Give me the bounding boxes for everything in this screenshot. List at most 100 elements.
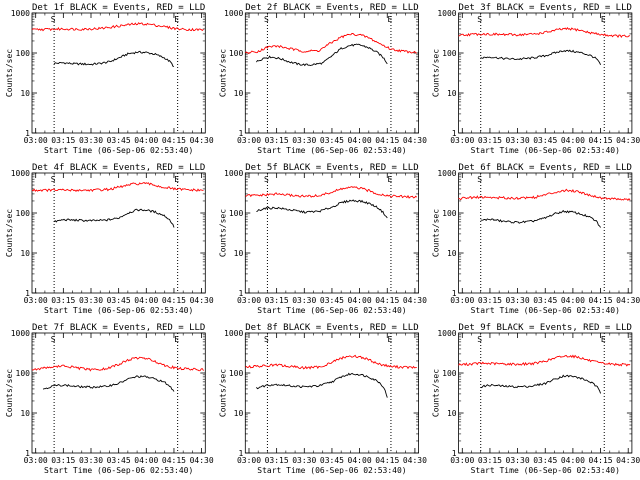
end-marker-label: E (601, 15, 606, 24)
x-tick-label: 03:00 (24, 136, 48, 145)
chart-panel-6: Det 6f BLACK = Events, RED = LLD 1 10 100 10… (432, 163, 640, 315)
x-tick-label: 03:00 (450, 456, 474, 465)
x-tick-label: 03:30 (506, 296, 530, 305)
x-tick-label: 03:00 (237, 456, 261, 465)
x-tick-label: 03:45 (320, 136, 344, 145)
events-series-line (256, 372, 388, 398)
x-axis-label: Start Time (06-Sep-06 02:53:40) (44, 306, 193, 315)
y-tick-label: 100 (442, 209, 457, 218)
end-marker-label: E (388, 175, 393, 184)
y-tick-label: 10 (234, 409, 244, 418)
x-tick-label: 03:15 (265, 296, 289, 305)
plot-frame (31, 172, 206, 294)
x-tick-label: 04:30 (403, 456, 427, 465)
x-tick-label: 04:00 (348, 456, 372, 465)
x-tick-label: 04:15 (589, 296, 613, 305)
x-tick-label: 04:00 (561, 456, 585, 465)
start-marker-label: S (264, 175, 269, 184)
y-axis-label: Counts/sec (5, 369, 14, 417)
y-tick-label: 100 (442, 49, 457, 58)
x-tick-label: 04:30 (190, 456, 214, 465)
events-series-line (42, 375, 175, 392)
x-tick-label: 03:30 (79, 136, 103, 145)
y-tick-label: 1 (25, 129, 30, 138)
chart-panel-7: Det 7f BLACK = Events, RED = LLD 1 10 100 10… (5, 323, 214, 475)
x-tick-label: 03:00 (237, 136, 261, 145)
end-marker-label: E (388, 15, 393, 24)
plot-frame (244, 332, 420, 454)
chart-title: Det 8f BLACK = Events, RED = LLD (245, 323, 418, 333)
lld-series-line (245, 186, 418, 199)
x-tick-label: 04:15 (589, 456, 613, 465)
y-tick-label: 10 (447, 409, 457, 418)
x-tick-label: 03:45 (107, 136, 131, 145)
x-tick-label: 03:45 (107, 296, 131, 305)
chart-title: Det 7f BLACK = Events, RED = LLD (32, 323, 205, 333)
end-marker-label: E (601, 175, 606, 184)
y-tick-label: 10 (234, 249, 244, 258)
x-tick-label: 04:00 (134, 296, 158, 305)
y-axis-label: Counts/sec (218, 369, 227, 417)
x-tick-label: 03:30 (79, 456, 103, 465)
plot-frame (31, 12, 206, 134)
x-tick-label: 03:15 (51, 136, 75, 145)
y-axis-label: Counts/sec (5, 209, 14, 257)
y-tick-label: 1 (238, 449, 243, 458)
chart-title: Det 2f BLACK = Events, RED = LLD (245, 3, 418, 13)
x-tick-label: 03:45 (107, 456, 131, 465)
x-tick-label: 03:15 (265, 456, 289, 465)
end-marker-label: E (174, 335, 179, 344)
chart-title: Det 1f BLACK = Events, RED = LLD (32, 3, 205, 13)
y-tick-label: 1000 (11, 169, 30, 178)
y-tick-label: 1 (452, 289, 457, 298)
y-tick-label: 1 (25, 289, 30, 298)
events-series-line (480, 209, 601, 228)
y-tick-label: 1 (238, 289, 243, 298)
chart-panel-9: Det 9f BLACK = Events, RED = LLD 1 10 100 10… (432, 323, 640, 475)
y-axis-label: Counts/sec (218, 49, 227, 97)
x-tick-label: 03:00 (24, 296, 48, 305)
y-tick-label: 1000 (11, 329, 30, 338)
x-tick-label: 04:15 (375, 136, 399, 145)
lld-series-line (31, 356, 204, 372)
y-tick-label: 1000 (224, 329, 243, 338)
x-tick-label: 04:30 (403, 296, 427, 305)
x-axis-label: Start Time (06-Sep-06 02:53:40) (44, 146, 193, 155)
x-tick-label: 04:30 (616, 456, 640, 465)
end-marker-label: E (601, 335, 606, 344)
y-axis-label: Counts/sec (432, 209, 441, 257)
x-tick-label: 03:45 (320, 296, 344, 305)
y-axis-label: Counts/sec (5, 49, 14, 97)
start-marker-label: S (477, 15, 482, 24)
y-axis-label: Counts/sec (218, 209, 227, 257)
end-marker-label: E (174, 175, 179, 184)
y-tick-label: 1000 (437, 169, 456, 178)
lld-series-line (458, 188, 631, 202)
x-tick-label: 03:00 (450, 296, 474, 305)
y-tick-label: 1000 (224, 9, 243, 18)
plot-frame (458, 172, 633, 294)
chart-title: Det 9f BLACK = Events, RED = LLD (459, 323, 632, 333)
plot-frame (458, 12, 633, 134)
y-tick-label: 1 (452, 449, 457, 458)
y-tick-label: 1000 (224, 169, 243, 178)
chart-panel-4: Det 4f BLACK = Events, RED = LLD 1 10 100 10… (5, 163, 214, 315)
chart-panel-3: Det 3f BLACK = Events, RED = LLD 1 10 100 10… (432, 3, 640, 155)
chart-title: Det 3f BLACK = Events, RED = LLD (459, 3, 632, 13)
y-tick-label: 10 (20, 89, 30, 98)
chart-panel-8: Det 8f BLACK = Events, RED = LLD 1 10 100 10… (218, 323, 427, 475)
end-marker-label: E (174, 15, 179, 24)
x-tick-label: 03:15 (51, 456, 75, 465)
chart-panel-2: Det 2f BLACK = Events, RED = LLD 1 10 100 10… (218, 3, 427, 155)
start-marker-label: S (477, 175, 482, 184)
x-tick-label: 04:30 (403, 136, 427, 145)
chart-title: Det 5f BLACK = Events, RED = LLD (245, 163, 418, 173)
x-tick-label: 03:30 (292, 456, 316, 465)
events-series-line (480, 374, 602, 394)
x-tick-label: 03:15 (265, 136, 289, 145)
x-axis-label: Start Time (06-Sep-06 02:53:40) (471, 146, 620, 155)
x-tick-label: 04:00 (134, 456, 158, 465)
start-marker-label: S (51, 15, 56, 24)
x-tick-label: 03:00 (24, 456, 48, 465)
